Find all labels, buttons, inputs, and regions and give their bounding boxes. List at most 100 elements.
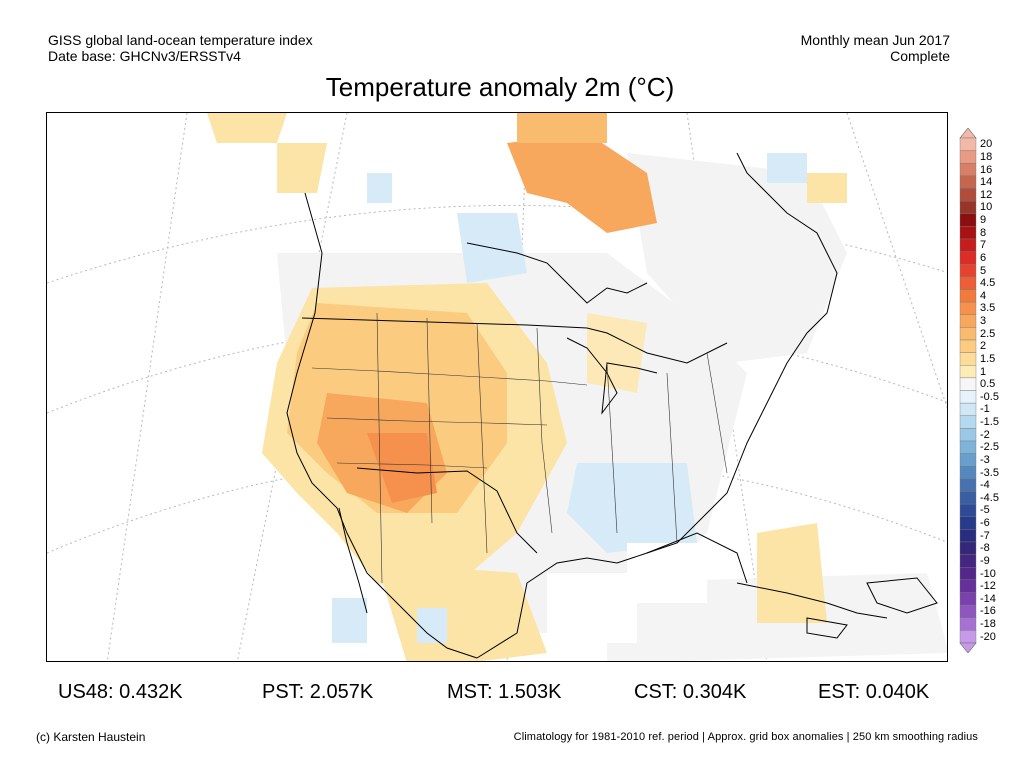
legend-label: -4 <box>980 479 990 492</box>
legend-swatch <box>959 541 977 555</box>
legend-swatch <box>959 264 977 278</box>
legend-swatch <box>959 567 977 581</box>
legend-label: 2.5 <box>980 327 996 340</box>
stat-pst: PST: 2.057K <box>262 681 374 703</box>
legend-label: 3 <box>980 315 987 328</box>
methodology-note: Climatology for 1981-2010 ref. period | … <box>513 731 978 743</box>
legend-label: -9 <box>980 554 990 567</box>
legend-label: -5 <box>980 504 990 517</box>
legend-label: -10 <box>980 567 996 580</box>
legend-swatch <box>959 238 977 252</box>
legend-swatch <box>959 276 977 290</box>
legend-swatch <box>959 377 977 391</box>
legend-label: 16 <box>980 163 993 176</box>
legend-label: -3.5 <box>980 466 999 479</box>
legend-label: -2 <box>980 428 990 441</box>
legend-swatch <box>959 390 977 404</box>
legend-swatch <box>959 503 977 517</box>
legend-label: -0.5 <box>980 390 999 403</box>
color-legend: 20 18 16 14 12 10 9 8 7 6 5 4.5 4 3.5 3 2.5 2 1.5 1 0.5 -0.5… <box>958 128 1018 653</box>
legend-label: 1 <box>980 365 987 378</box>
legend-swatch <box>959 289 977 303</box>
legend-label: -2.5 <box>980 441 999 454</box>
legend-label: 5 <box>980 264 987 277</box>
stat-us48: US48: 0.432K <box>58 681 183 703</box>
legend-label: -1.5 <box>980 416 999 429</box>
data-base: Date base: GHCNv3/ERSSTv4 <box>48 48 241 64</box>
legend-label: -3 <box>980 453 990 466</box>
legend-label: -6 <box>980 517 990 530</box>
state-borders <box>311 312 728 584</box>
legend-swatch <box>959 604 977 618</box>
legend-swatch <box>959 213 977 227</box>
legend-arrow-top <box>959 128 977 139</box>
legend-swatch <box>959 251 977 265</box>
legend-swatch <box>959 440 977 454</box>
anomaly-map <box>46 112 948 662</box>
legend-label: -7 <box>980 529 990 542</box>
legend-swatch <box>959 301 977 315</box>
legend-swatch <box>959 352 977 366</box>
legend-label: 8 <box>980 226 987 239</box>
legend-label: -1 <box>980 403 990 416</box>
stat-mst: MST: 1.503K <box>447 681 562 703</box>
legend-label: -12 <box>980 580 996 593</box>
legend-swatch <box>959 466 977 480</box>
dataset-title: GISS global land-ocean temperature index <box>48 32 313 48</box>
regional-stats: US48: 0.432K PST: 2.057K MST: 1.503K CST… <box>0 680 1024 704</box>
legend-label: 3.5 <box>980 302 996 315</box>
legend-label: 0.5 <box>980 378 996 391</box>
copyright: (c) Karsten Haustein <box>36 730 146 744</box>
map-canvas <box>47 113 947 661</box>
coastlines <box>286 152 938 659</box>
legend-swatch <box>959 428 977 442</box>
legend-label: 4 <box>980 289 987 302</box>
legend-label: 7 <box>980 239 987 252</box>
legend-swatch <box>959 554 977 568</box>
header-right: Monthly mean Jun 2017 Complete <box>801 32 950 64</box>
legend-swatch <box>959 226 977 240</box>
legend-swatch <box>959 579 977 593</box>
legend-swatch <box>959 516 977 530</box>
legend-swatch <box>959 188 977 202</box>
legend-label: 6 <box>980 251 987 264</box>
stat-est: EST: 0.040K <box>818 681 930 703</box>
legend-swatch <box>959 630 977 644</box>
legend-swatch <box>959 163 977 177</box>
legend-swatch <box>959 402 977 416</box>
legend-swatch <box>959 415 977 429</box>
legend-label: 1.5 <box>980 352 996 365</box>
legend-label: 10 <box>980 201 993 214</box>
legend-label: 20 <box>980 138 993 151</box>
legend-label: -8 <box>980 542 990 555</box>
legend-label: -14 <box>980 592 996 605</box>
legend-label: 4.5 <box>980 277 996 290</box>
legend-label: -20 <box>980 630 996 643</box>
legend-swatch <box>959 150 977 164</box>
map-title: Temperature anomaly 2m (°C) <box>325 72 675 102</box>
legend-label: 9 <box>980 214 987 227</box>
legend-swatch <box>959 365 977 379</box>
legend-label: 12 <box>980 188 993 201</box>
legend-label: -16 <box>980 605 996 618</box>
legend-swatch <box>959 200 977 214</box>
legend-swatch <box>959 529 977 543</box>
legend-swatch <box>959 175 977 189</box>
status-label: Complete <box>890 48 950 64</box>
legend-swatch <box>959 327 977 341</box>
legend-swatch <box>959 617 977 631</box>
legend-bar <box>959 128 977 653</box>
stat-cst: CST: 0.304K <box>634 681 747 703</box>
legend-label: -4.5 <box>980 491 999 504</box>
anomaly-patches <box>207 113 947 661</box>
legend-swatch <box>959 453 977 467</box>
header-left: GISS global land-ocean temperature index… <box>48 32 313 64</box>
legend-swatch <box>959 491 977 505</box>
legend-swatch <box>959 478 977 492</box>
legend-swatch <box>959 314 977 328</box>
period-label: Monthly mean Jun 2017 <box>800 32 950 48</box>
legend-swatch <box>959 137 977 151</box>
legend-label: 2 <box>980 340 987 353</box>
legend-swatch <box>959 592 977 606</box>
legend-label: 18 <box>980 150 993 163</box>
